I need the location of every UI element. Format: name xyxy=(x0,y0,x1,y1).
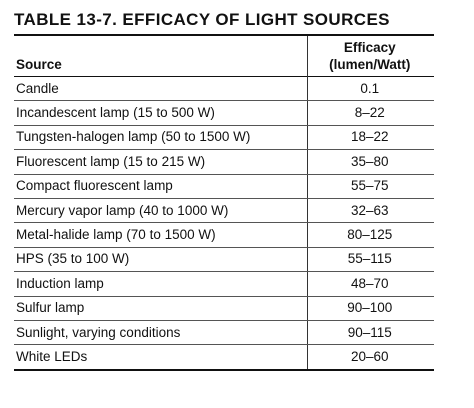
header-row: Source Efficacy (lumen/Watt) xyxy=(14,35,434,77)
header-efficacy-line1: Efficacy xyxy=(343,40,396,55)
table-row: Incandescent lamp (15 to 500 W) 8–22 xyxy=(14,100,434,126)
header-efficacy: Efficacy (lumen/Watt) xyxy=(306,35,434,77)
source-cell: Sunlight, varying conditions xyxy=(14,320,307,346)
efficacy-cell: 32–63 xyxy=(306,198,434,224)
table-row: Tungsten-halogen lamp (50 to 1500 W) 18–… xyxy=(14,125,434,151)
table-row: Mercury vapor lamp (40 to 1000 W) 32–63 xyxy=(14,198,434,224)
table-row: Induction lamp 48–70 xyxy=(14,271,434,297)
efficacy-cell: 90–115 xyxy=(306,320,434,346)
efficacy-cell: 18–22 xyxy=(306,125,434,151)
efficacy-cell: 90–100 xyxy=(306,296,434,321)
source-cell: Incandescent lamp (15 to 500 W) xyxy=(14,100,307,126)
header-efficacy-line2: (lumen/Watt) xyxy=(329,57,411,72)
table-row: Metal-halide lamp (70 to 1500 W) 80–125 xyxy=(14,222,434,248)
source-cell: Tungsten-halogen lamp (50 to 1500 W) xyxy=(14,125,307,151)
table-row: Sulfur lamp 90–100 xyxy=(14,296,434,321)
table-row: Sunlight, varying conditions 90–115 xyxy=(14,320,434,346)
efficacy-cell: 0.1 xyxy=(306,76,434,102)
source-cell: Sulfur lamp xyxy=(14,296,307,321)
table-row: Candle 0.1 xyxy=(14,76,434,102)
efficacy-table: Source Efficacy (lumen/Watt) Candle 0.1 … xyxy=(14,34,434,371)
source-cell: White LEDs xyxy=(14,344,307,371)
source-cell: Metal-halide lamp (70 to 1500 W) xyxy=(14,222,307,248)
efficacy-cell: 55–75 xyxy=(306,174,434,199)
efficacy-cell: 48–70 xyxy=(306,271,434,297)
efficacy-cell: 8–22 xyxy=(306,100,434,126)
efficacy-cell: 35–80 xyxy=(306,149,434,175)
source-cell: Induction lamp xyxy=(14,271,307,297)
table-container: TABLE 13-7. EFFICACY OF LIGHT SOURCES So… xyxy=(14,10,434,371)
source-cell: Candle xyxy=(14,76,307,102)
efficacy-cell: 55–115 xyxy=(306,247,434,273)
efficacy-cell: 20–60 xyxy=(306,344,434,371)
source-cell: Compact fluorescent lamp xyxy=(14,174,307,199)
source-cell: Fluorescent lamp (15 to 215 W) xyxy=(14,149,307,175)
table-row: HPS (35 to 100 W) 55–115 xyxy=(14,247,434,273)
source-cell: HPS (35 to 100 W) xyxy=(14,247,307,273)
source-cell: Mercury vapor lamp (40 to 1000 W) xyxy=(14,198,307,224)
table-row: Fluorescent lamp (15 to 215 W) 35–80 xyxy=(14,149,434,175)
header-source: Source xyxy=(16,57,62,72)
table-row: White LEDs 20–60 xyxy=(14,344,434,371)
table-title: TABLE 13-7. EFFICACY OF LIGHT SOURCES xyxy=(14,10,390,29)
efficacy-cell: 80–125 xyxy=(306,222,434,248)
table-row: Compact fluorescent lamp 55–75 xyxy=(14,174,434,199)
